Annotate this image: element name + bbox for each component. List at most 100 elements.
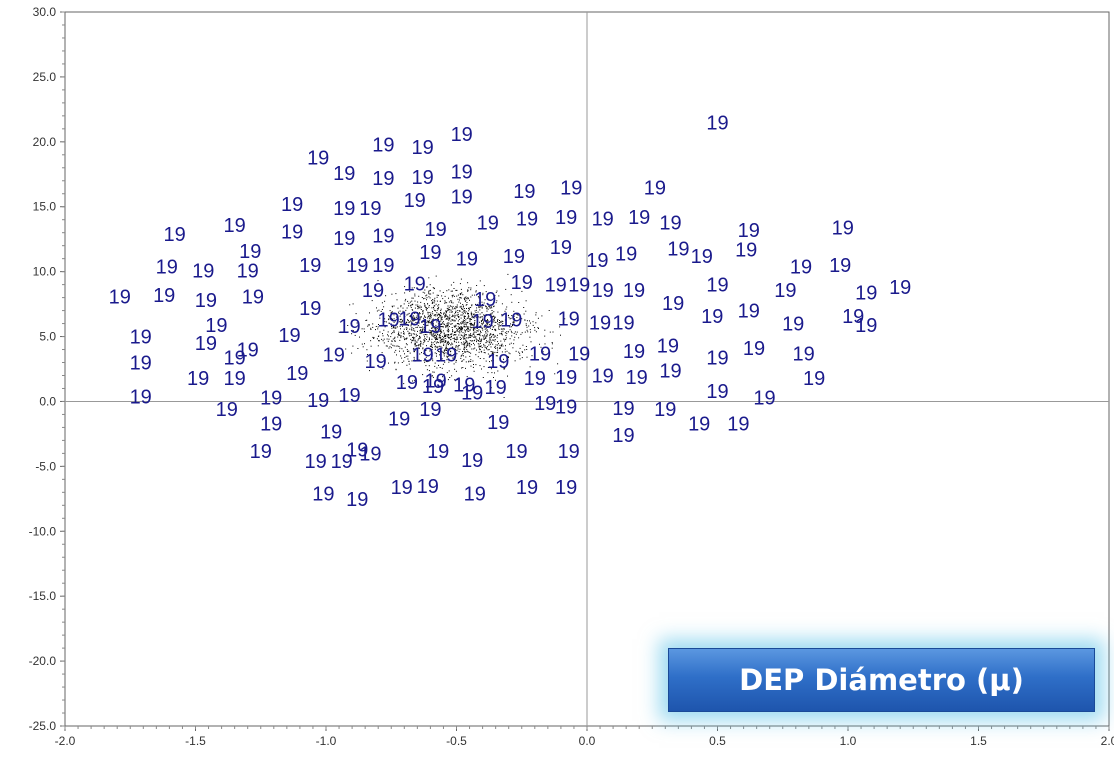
data-dot xyxy=(470,322,472,324)
data-dot xyxy=(403,323,404,325)
data-dot xyxy=(372,323,374,325)
data-dot xyxy=(446,307,448,309)
data-dot xyxy=(487,331,489,333)
data-dot xyxy=(491,313,493,315)
data-dot xyxy=(422,374,424,376)
data-dot xyxy=(388,362,389,364)
data-dot xyxy=(498,326,500,328)
point-label: 19 xyxy=(333,228,355,250)
data-dot xyxy=(467,328,469,330)
data-dot xyxy=(478,340,480,342)
data-dot xyxy=(440,345,442,347)
data-dot xyxy=(486,347,487,349)
data-dot xyxy=(473,316,474,318)
data-dot xyxy=(474,328,476,330)
data-dot xyxy=(437,315,439,317)
data-dot xyxy=(485,305,487,307)
data-dot xyxy=(468,360,470,362)
data-dot xyxy=(377,345,379,347)
data-dot xyxy=(389,346,391,348)
data-dot xyxy=(399,347,401,349)
data-dot xyxy=(478,334,480,336)
data-dot xyxy=(489,307,491,309)
point-label: 19 xyxy=(195,333,217,355)
data-dot xyxy=(523,307,525,308)
data-dot xyxy=(458,316,460,318)
point-label: 19 xyxy=(555,367,577,389)
data-dot xyxy=(412,317,414,319)
point-label: 19 xyxy=(558,441,580,463)
data-dot xyxy=(437,326,439,328)
data-dot xyxy=(432,299,434,301)
data-dot xyxy=(428,370,430,372)
data-dot xyxy=(513,315,515,317)
data-dot xyxy=(379,331,381,333)
data-dot xyxy=(481,324,483,326)
data-dot xyxy=(440,312,442,314)
data-dot xyxy=(404,292,406,294)
data-dot xyxy=(428,290,430,292)
data-dot xyxy=(352,345,354,347)
data-dot xyxy=(457,348,459,350)
data-dot xyxy=(482,316,484,318)
data-dot xyxy=(501,351,503,353)
data-dot xyxy=(478,329,480,331)
data-dot xyxy=(446,310,448,312)
data-dot xyxy=(469,355,471,357)
data-dot xyxy=(444,300,446,302)
data-dot xyxy=(428,306,430,308)
data-dot xyxy=(443,343,445,345)
data-dot xyxy=(437,346,439,348)
data-dot xyxy=(534,327,536,329)
data-dot xyxy=(429,314,431,316)
data-dot xyxy=(452,294,454,296)
data-dot xyxy=(473,330,475,332)
point-label: 19 xyxy=(534,393,556,415)
data-dot xyxy=(519,347,521,349)
data-dot xyxy=(447,308,449,310)
data-dot xyxy=(483,343,485,345)
data-dot xyxy=(469,335,471,336)
data-dot xyxy=(440,330,441,332)
data-dot xyxy=(432,333,434,335)
data-dot xyxy=(366,319,368,321)
data-dot xyxy=(426,334,428,336)
data-dot xyxy=(479,325,481,327)
data-dot xyxy=(440,326,441,328)
data-dot xyxy=(460,314,462,316)
data-dot xyxy=(498,343,499,345)
data-dot xyxy=(531,355,533,357)
data-dot xyxy=(447,331,449,332)
data-dot xyxy=(514,360,516,362)
data-dot xyxy=(392,338,394,340)
data-dot xyxy=(501,315,503,317)
data-dot xyxy=(426,294,428,296)
data-dot xyxy=(445,325,447,327)
data-dot xyxy=(459,283,461,285)
data-dot xyxy=(432,335,434,337)
data-dot xyxy=(434,352,436,354)
data-dot xyxy=(454,307,455,309)
data-dot xyxy=(417,306,418,308)
data-dot xyxy=(503,368,505,370)
data-dot xyxy=(461,321,463,323)
data-dot xyxy=(417,317,419,318)
data-dot xyxy=(466,322,468,324)
data-dot xyxy=(499,320,500,321)
data-dot xyxy=(394,320,396,322)
data-dot xyxy=(447,324,449,326)
data-dot xyxy=(405,298,407,300)
data-dot xyxy=(445,318,447,320)
data-dot xyxy=(483,314,485,316)
data-dot xyxy=(474,320,476,321)
data-dot xyxy=(476,327,478,329)
data-dot xyxy=(410,335,412,336)
data-dot xyxy=(470,336,472,338)
data-dot xyxy=(507,315,509,316)
data-dot xyxy=(489,314,491,316)
data-dot xyxy=(448,349,450,351)
data-dot xyxy=(423,360,425,362)
data-dot xyxy=(474,321,476,323)
data-dot xyxy=(482,319,484,321)
data-dot xyxy=(491,329,493,330)
